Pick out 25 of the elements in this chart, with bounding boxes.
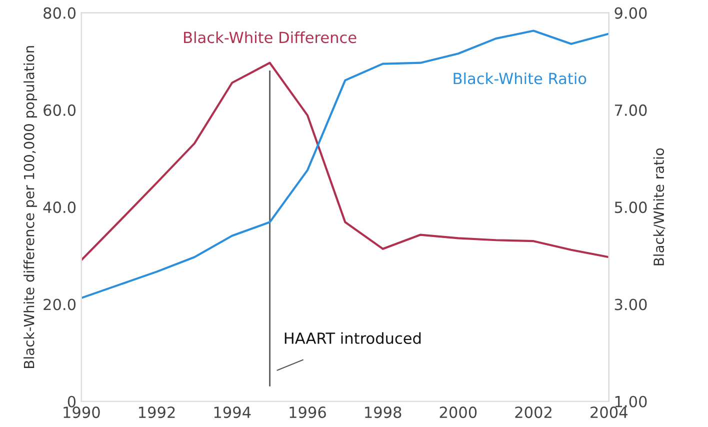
x-tick-label: 1992 bbox=[139, 406, 175, 418]
y-tick-label: 40.0 bbox=[43, 202, 76, 214]
series-label: Black-White Difference bbox=[184, 31, 356, 44]
y-tick-label: 80.0 bbox=[44, 7, 76, 19]
x-tick-label: 2000 bbox=[440, 406, 477, 418]
y2-axis-title: Black/White ratio bbox=[653, 148, 666, 266]
y2-tick-label: 5.00 bbox=[614, 202, 647, 214]
x-tick-label: 2004 bbox=[590, 406, 628, 418]
line-series bbox=[81, 62, 609, 262]
y2-tick-label: 7.00 bbox=[614, 104, 647, 116]
y-tick-label: 60.0 bbox=[44, 104, 76, 116]
x-tick-label: 1990 bbox=[64, 406, 100, 418]
y-tick-label: 20.0 bbox=[44, 298, 76, 310]
y2-tick-label: 1.00 bbox=[615, 396, 647, 408]
x-tick-label: 1994 bbox=[214, 406, 251, 418]
y2-tick-label: 3.00 bbox=[614, 298, 647, 310]
x-tick-label: 1998 bbox=[365, 406, 402, 418]
y2-tick-label: 9.00 bbox=[614, 7, 647, 19]
series-label: Black-White Ratio bbox=[454, 72, 586, 84]
y-tick-label: 0 bbox=[68, 396, 76, 408]
ref-line-label: HAART introduced bbox=[284, 332, 421, 344]
x-tick-label: 2002 bbox=[515, 406, 552, 418]
y-axis-title: Black-White difference per 100,000 population bbox=[24, 46, 37, 368]
line-series bbox=[81, 30, 609, 299]
x-tick-label: 1996 bbox=[290, 406, 326, 418]
